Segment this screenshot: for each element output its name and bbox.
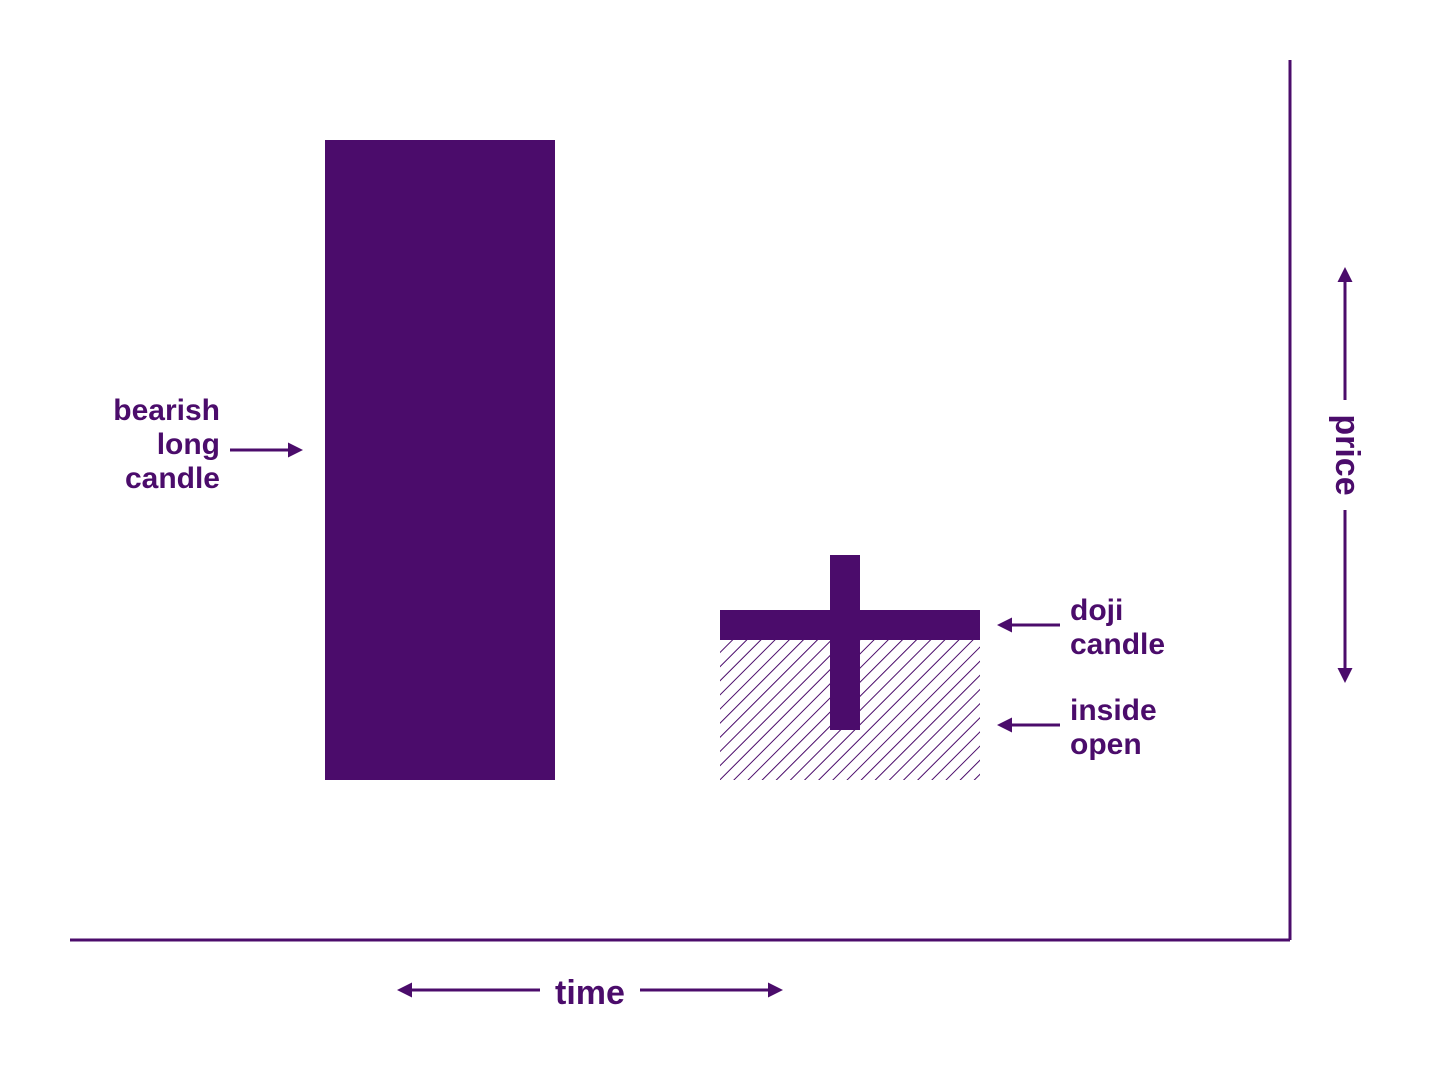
doji-annotation-label-line-0: doji (1070, 594, 1123, 627)
bearish-annotation-label-line-2: candle (125, 462, 220, 495)
bearish-annotation-label-line-0: bearish (113, 394, 220, 427)
doji-candle-wick (830, 555, 860, 730)
bearish-long-candle (325, 140, 555, 780)
inside-open-annotation-label-line-0: inside (1070, 694, 1157, 727)
doji-annotation-label-line-1: candle (1070, 628, 1165, 661)
y-axis-label: price (1328, 414, 1366, 495)
bearish-annotation-label-line-1: long (157, 428, 220, 461)
inside-open-annotation-label-line-1: open (1070, 728, 1142, 761)
x-axis-label: time (555, 974, 625, 1012)
